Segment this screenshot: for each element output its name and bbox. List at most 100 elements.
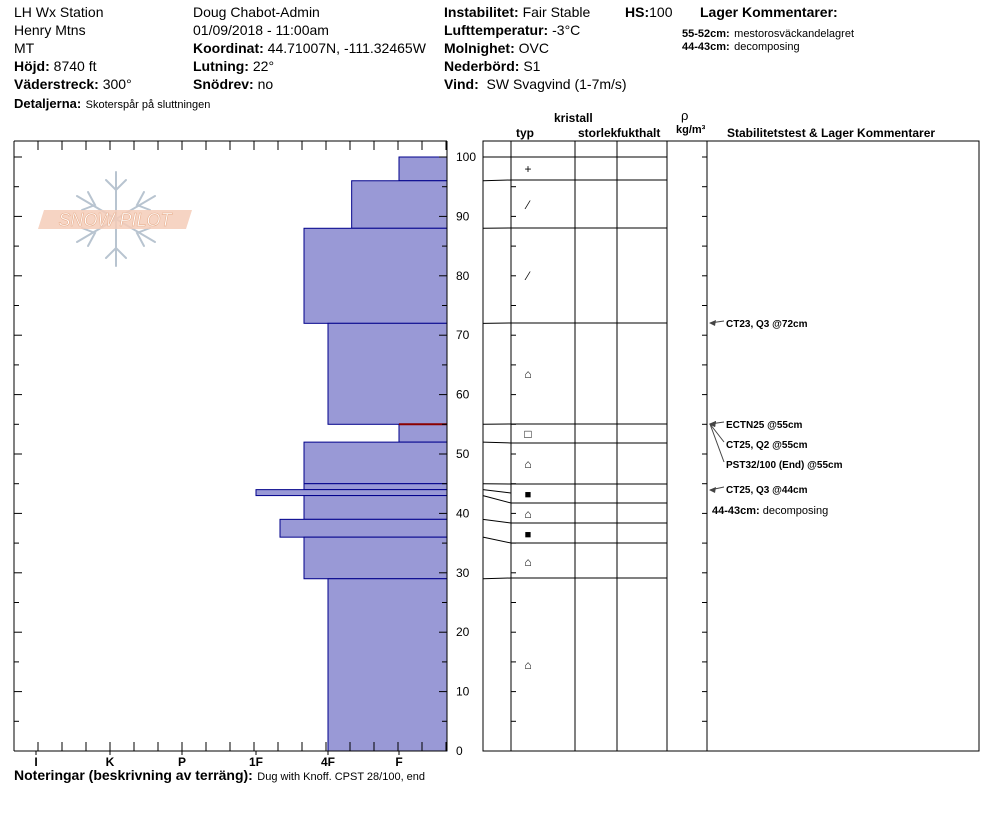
hardness-tick-label: K [106, 755, 115, 769]
notes: Noteringar (beskrivning av terräng): Dug… [14, 768, 425, 784]
layer-boundary-line [482, 441, 667, 444]
datetime: 01/09/2018 - 11:00am [193, 22, 329, 38]
snow-pilot-logo: SNOW PILOT [38, 171, 192, 267]
layer-bar [327, 322, 448, 425]
sky-cover: Molnighet: OVC [444, 41, 549, 55]
coord-value: 44.71007N, -111.32465W [267, 40, 426, 56]
depth-tick-label: 70 [456, 328, 470, 342]
stability-test-label: PST32/100 (End) @55cm [726, 460, 843, 471]
air-temp-value: -3°C [552, 22, 581, 38]
slope-label: Lutning: [193, 58, 249, 74]
stability-label: Instabilitet: [444, 4, 519, 20]
stability-test-arrow [709, 423, 725, 443]
mountain-range: Henry Mtns [14, 22, 86, 38]
elevation-label: Höjd: [14, 58, 50, 74]
depth-tick-label: 10 [456, 685, 470, 699]
details: Detaljerna: Skoterspår på sluttningen [14, 96, 210, 112]
layer-comment-text: decomposing [734, 41, 800, 53]
state: MT [14, 40, 35, 56]
layer-bar [279, 518, 448, 538]
layer-table-frame [482, 140, 980, 752]
column-header-crystal: kristall [554, 111, 593, 125]
sky-value: OVC [518, 40, 549, 56]
layer-bar [351, 180, 448, 229]
stability: Instabilitet: Fair Stable [444, 5, 590, 19]
precip-label: Nederbörd: [444, 58, 520, 74]
column-header-moisture: fukthalt [617, 126, 661, 140]
test-layer-comment-range: 44-43cm: [712, 505, 763, 517]
slope-value: 22° [252, 58, 275, 74]
layer-bar [398, 423, 448, 443]
coordinates: Koordinat: 44.71007N, -111.32465W [193, 41, 426, 55]
layer-boundary-line [482, 536, 667, 544]
stability-test-label: CT23, Q3 @72cm [726, 319, 808, 330]
grain-type-symbol: ⁄ [524, 269, 531, 283]
layer-boundary-line [482, 577, 667, 580]
grain-type-symbol: ⌂ [524, 507, 531, 521]
column-header-type: typ [516, 126, 534, 140]
elevation: Höjd: 8740 ft [14, 59, 96, 73]
test-layer-comment: 44-43cm: decomposing [712, 505, 828, 517]
column-header-density: kg/m³ [676, 124, 706, 136]
stability-test-arrowhead [709, 320, 716, 326]
layer-boundary-line [482, 489, 512, 494]
notes-text: Dug with Knoff. CPST 28/100, end [257, 771, 426, 783]
hardness-tick-label: P [178, 755, 186, 769]
grain-type-symbol: ⌂ [524, 658, 531, 672]
depth-tick-label: 90 [456, 209, 470, 223]
details-label: Detaljerna: [14, 96, 82, 111]
layer-comment-range: 55-52cm: [682, 28, 730, 40]
stability-test-arrowhead [709, 421, 716, 427]
observer: Doug Chabot-Admin [193, 4, 320, 20]
column-header-rho: ρ [681, 108, 689, 123]
depth-tick-label: 30 [456, 566, 470, 580]
air-temperature: Lufttemperatur: -3°C [444, 23, 580, 37]
layer-comment-range: 44-43cm: [682, 41, 730, 53]
layer-bar [398, 156, 448, 182]
stability-value: Fair Stable [522, 4, 591, 20]
depth-tick-label: 20 [456, 625, 470, 639]
hardness-tick-label: I [34, 755, 37, 769]
layer-bar [255, 489, 448, 497]
notes-label: Noteringar (beskrivning av terräng): [14, 767, 253, 783]
precipitation: Nederbörd: S1 [444, 59, 540, 73]
grain-type-symbol: ■ [525, 489, 532, 501]
wind-loading-label: Snödrev: [193, 76, 254, 92]
station-name: LH Wx Station [14, 4, 104, 20]
column-header-size: storlek [578, 127, 618, 139]
layer-boundary-line [482, 495, 667, 504]
sky-label: Molnighet: [444, 40, 515, 56]
aspect: Väderstreck: 300° [14, 77, 132, 91]
coord-label: Koordinat: [193, 40, 264, 56]
hs-value: 100 [649, 4, 673, 20]
layer-boundary-line [482, 179, 667, 182]
column-header-tests: Stabilitetstest & Lager Kommentarer [727, 126, 936, 140]
grain-type-symbol: □ [524, 427, 531, 441]
logo-text: SNOW PILOT [58, 210, 173, 230]
hs-label: HS: [625, 4, 650, 20]
layer-comments-title: Lager Kommentarer: [700, 4, 838, 20]
layer-comment: 55-52cm: mestorosväckandelagret [682, 25, 854, 41]
wind: Vind: SW Svagvind (1-7m/s) [444, 77, 627, 91]
hardness-tick-label: F [395, 755, 402, 769]
depth-tick-label: 80 [456, 269, 470, 283]
layer-boundary-line [482, 518, 667, 524]
depth-tick-label: 100 [456, 150, 476, 164]
layer-bar [303, 536, 448, 580]
test-layer-comment-text: decomposing [763, 505, 828, 517]
layer-bar [327, 578, 448, 752]
depth-tick-label: 60 [456, 388, 470, 402]
layer-bar [303, 227, 448, 324]
wind-value: SW Svagvind (1-7m/s) [486, 76, 627, 92]
wind-loading: Snödrev: no [193, 77, 273, 91]
grain-type-symbol: + [524, 162, 531, 176]
grain-type-symbol: ⁄ [524, 198, 531, 212]
depth-tick-label: 0 [456, 744, 463, 758]
wind-label: Vind: [444, 76, 479, 92]
layer-comment: 44-43cm: decomposing [682, 38, 800, 54]
layer-bar [303, 483, 448, 491]
snow-height: HS:100 [625, 5, 672, 19]
precip-value: S1 [523, 58, 541, 74]
stability-test-arrowhead [709, 487, 716, 493]
